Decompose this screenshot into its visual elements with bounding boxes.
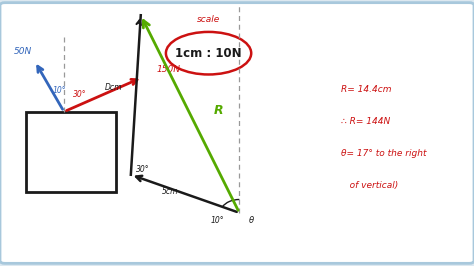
Text: 150N: 150N: [156, 65, 181, 74]
Text: 30°: 30°: [136, 165, 149, 174]
Bar: [26, 112, 116, 192]
Text: R= 14.4cm: R= 14.4cm: [341, 85, 392, 94]
Text: ∴ R= 144N: ∴ R= 144N: [341, 117, 391, 126]
Text: 5cm: 5cm: [162, 187, 178, 196]
Text: 1cm : 10N: 1cm : 10N: [175, 47, 242, 60]
Text: Dcm: Dcm: [105, 83, 122, 92]
FancyBboxPatch shape: [0, 3, 474, 263]
Text: θ: θ: [249, 217, 254, 226]
Ellipse shape: [166, 32, 251, 74]
Text: scale: scale: [197, 15, 220, 24]
Text: of vertical): of vertical): [341, 181, 399, 190]
Text: θ= 17° to the right: θ= 17° to the right: [341, 149, 427, 158]
Text: R: R: [214, 104, 223, 117]
Text: 30°: 30°: [73, 90, 87, 99]
Text: 10°: 10°: [211, 217, 225, 226]
Text: 50N: 50N: [14, 47, 32, 56]
Text: 10°: 10°: [52, 86, 66, 95]
